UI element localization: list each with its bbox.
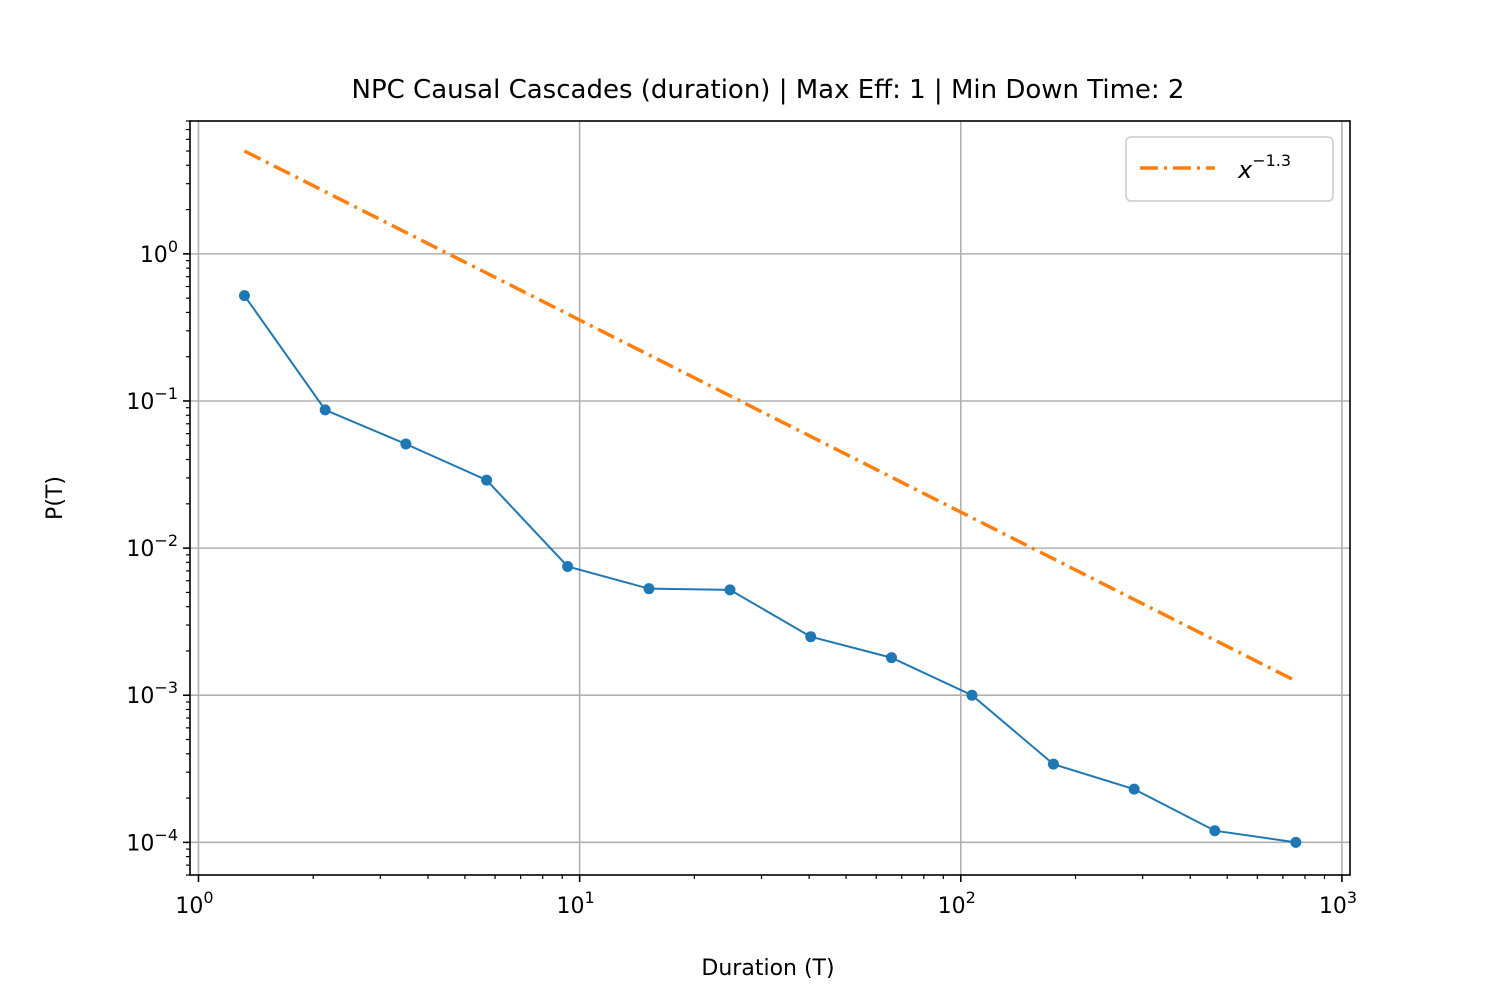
data-series-line bbox=[243, 295, 1296, 844]
data-point bbox=[400, 438, 412, 450]
y-tick-label-exponent: 0 bbox=[168, 237, 178, 256]
y-tick-label: 10−2 bbox=[126, 531, 178, 562]
power-law-fit-line bbox=[243, 149, 1297, 683]
legend-label-exponent: −1.3 bbox=[1252, 151, 1291, 170]
grid bbox=[190, 121, 1350, 875]
x-tick-label: 102 bbox=[938, 888, 976, 919]
legend: x−1.3 bbox=[1125, 136, 1334, 202]
y-tick-label-exponent: −1 bbox=[154, 384, 178, 403]
y-tick-label-base: 10 bbox=[140, 243, 168, 268]
x-tick-label-exponent: 3 bbox=[1347, 888, 1357, 907]
x-tick-label-exponent: 1 bbox=[585, 888, 595, 907]
data-point bbox=[724, 584, 736, 596]
series-layer bbox=[238, 149, 1302, 848]
x-tick-label: 103 bbox=[1319, 888, 1357, 919]
data-point bbox=[643, 583, 655, 595]
x-tick-label-base: 10 bbox=[938, 894, 966, 919]
data-point bbox=[805, 631, 817, 643]
x-tick-label-base: 10 bbox=[175, 894, 203, 919]
x-tick-label-exponent: 2 bbox=[966, 888, 976, 907]
x-tick-label-base: 10 bbox=[557, 894, 585, 919]
data-point bbox=[1128, 783, 1140, 795]
x-tick-label-exponent: 0 bbox=[203, 888, 213, 907]
legend-box bbox=[1125, 136, 1334, 202]
x-tick-label-base: 10 bbox=[1319, 894, 1347, 919]
y-tick-label-base: 10 bbox=[126, 684, 154, 709]
y-tick-label-base: 10 bbox=[126, 831, 154, 856]
legend-label-base: x bbox=[1237, 156, 1253, 184]
y-tick-label-exponent: −3 bbox=[154, 678, 178, 697]
x-axis-label: Duration (T) bbox=[701, 956, 834, 981]
data-point bbox=[1290, 836, 1302, 848]
y-tick-label: 100 bbox=[140, 237, 178, 268]
plot-frame bbox=[189, 120, 1351, 876]
y-tick-label-exponent: −4 bbox=[154, 825, 178, 844]
y-tick-label: 10−3 bbox=[126, 678, 178, 709]
chart-title: NPC Causal Cascades (duration) | Max Eff… bbox=[352, 75, 1185, 105]
data-point bbox=[238, 290, 250, 302]
y-tick-label: 10−4 bbox=[126, 825, 178, 856]
x-tick-label: 100 bbox=[175, 888, 213, 919]
y-tick-label-base: 10 bbox=[126, 390, 154, 415]
data-point bbox=[1047, 758, 1059, 770]
x-tick-label: 101 bbox=[557, 888, 595, 919]
y-tick-label-base: 10 bbox=[126, 537, 154, 562]
data-point bbox=[885, 652, 897, 664]
legend-label: x−1.3 bbox=[1237, 151, 1291, 184]
data-point bbox=[966, 689, 978, 701]
y-tick-label-exponent: −2 bbox=[154, 531, 178, 550]
data-point bbox=[1209, 825, 1221, 837]
data-point bbox=[319, 404, 331, 416]
y-tick-label: 10−1 bbox=[126, 384, 178, 415]
y-axis-label: P(T) bbox=[43, 476, 68, 520]
data-point bbox=[562, 560, 574, 572]
data-point bbox=[481, 474, 493, 486]
